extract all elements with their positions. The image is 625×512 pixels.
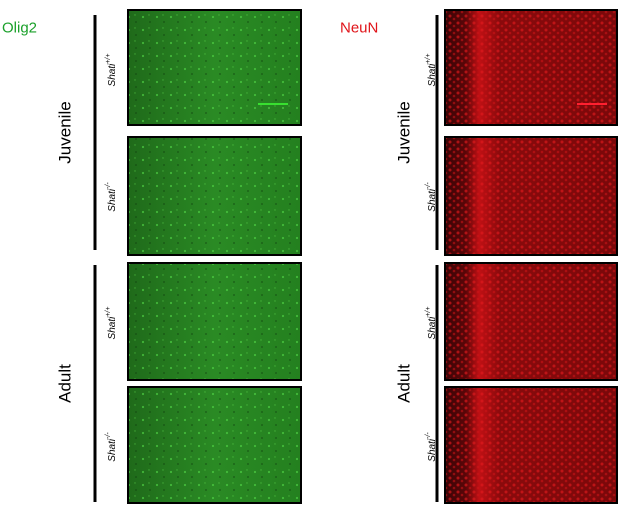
gene: Shati — [427, 188, 438, 212]
micrograph-texture — [129, 264, 300, 379]
age-label: Adult — [55, 364, 74, 403]
genotype-sup: -/- — [425, 182, 432, 189]
genotype-sup: -/- — [425, 432, 432, 439]
age-label: Adult — [394, 364, 413, 403]
gene: Shati — [107, 438, 118, 462]
age-label: Juvenile — [55, 101, 74, 163]
genotype-label: Shati-/- — [105, 432, 118, 462]
gene: Shati — [427, 438, 438, 462]
genotype-label: Shati-/- — [105, 182, 118, 212]
genotype-sup: +/+ — [105, 307, 112, 317]
micrograph-texture — [446, 264, 616, 379]
genotype-sup: -/- — [105, 432, 112, 439]
genotype-sup: -/- — [105, 182, 112, 189]
genotype-sup: +/+ — [425, 307, 432, 317]
age-label: Juvenile — [394, 101, 413, 163]
gene: Shati — [427, 63, 438, 87]
micrograph-texture — [129, 388, 300, 502]
genotype-label: Shati-/- — [425, 182, 438, 212]
gene: Shati — [427, 316, 438, 340]
gene: Shati — [107, 63, 118, 87]
genotype-label: Shati-/- — [425, 432, 438, 462]
gene: Shati — [107, 316, 118, 340]
genotype-label: Shati+/+ — [425, 307, 438, 340]
micrograph-texture — [129, 11, 300, 124]
genotype-label: Shati+/+ — [105, 307, 118, 340]
micrograph-texture — [446, 388, 616, 502]
gene: Shati — [107, 188, 118, 212]
genotype-sup: +/+ — [425, 54, 432, 64]
genotype-sup: +/+ — [105, 54, 112, 64]
micrograph-texture — [446, 138, 616, 254]
genotype-label: Shati+/+ — [425, 54, 438, 87]
marker-label: Olig2 — [2, 19, 37, 36]
marker-label: NeuN — [340, 19, 378, 36]
micrograph-texture — [129, 138, 300, 254]
genotype-label: Shati+/+ — [105, 54, 118, 87]
micrograph-texture — [446, 11, 616, 124]
